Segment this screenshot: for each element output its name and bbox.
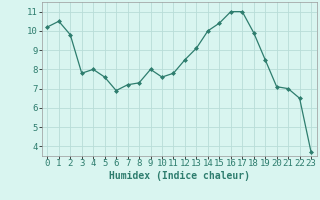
X-axis label: Humidex (Indice chaleur): Humidex (Indice chaleur) (109, 171, 250, 181)
